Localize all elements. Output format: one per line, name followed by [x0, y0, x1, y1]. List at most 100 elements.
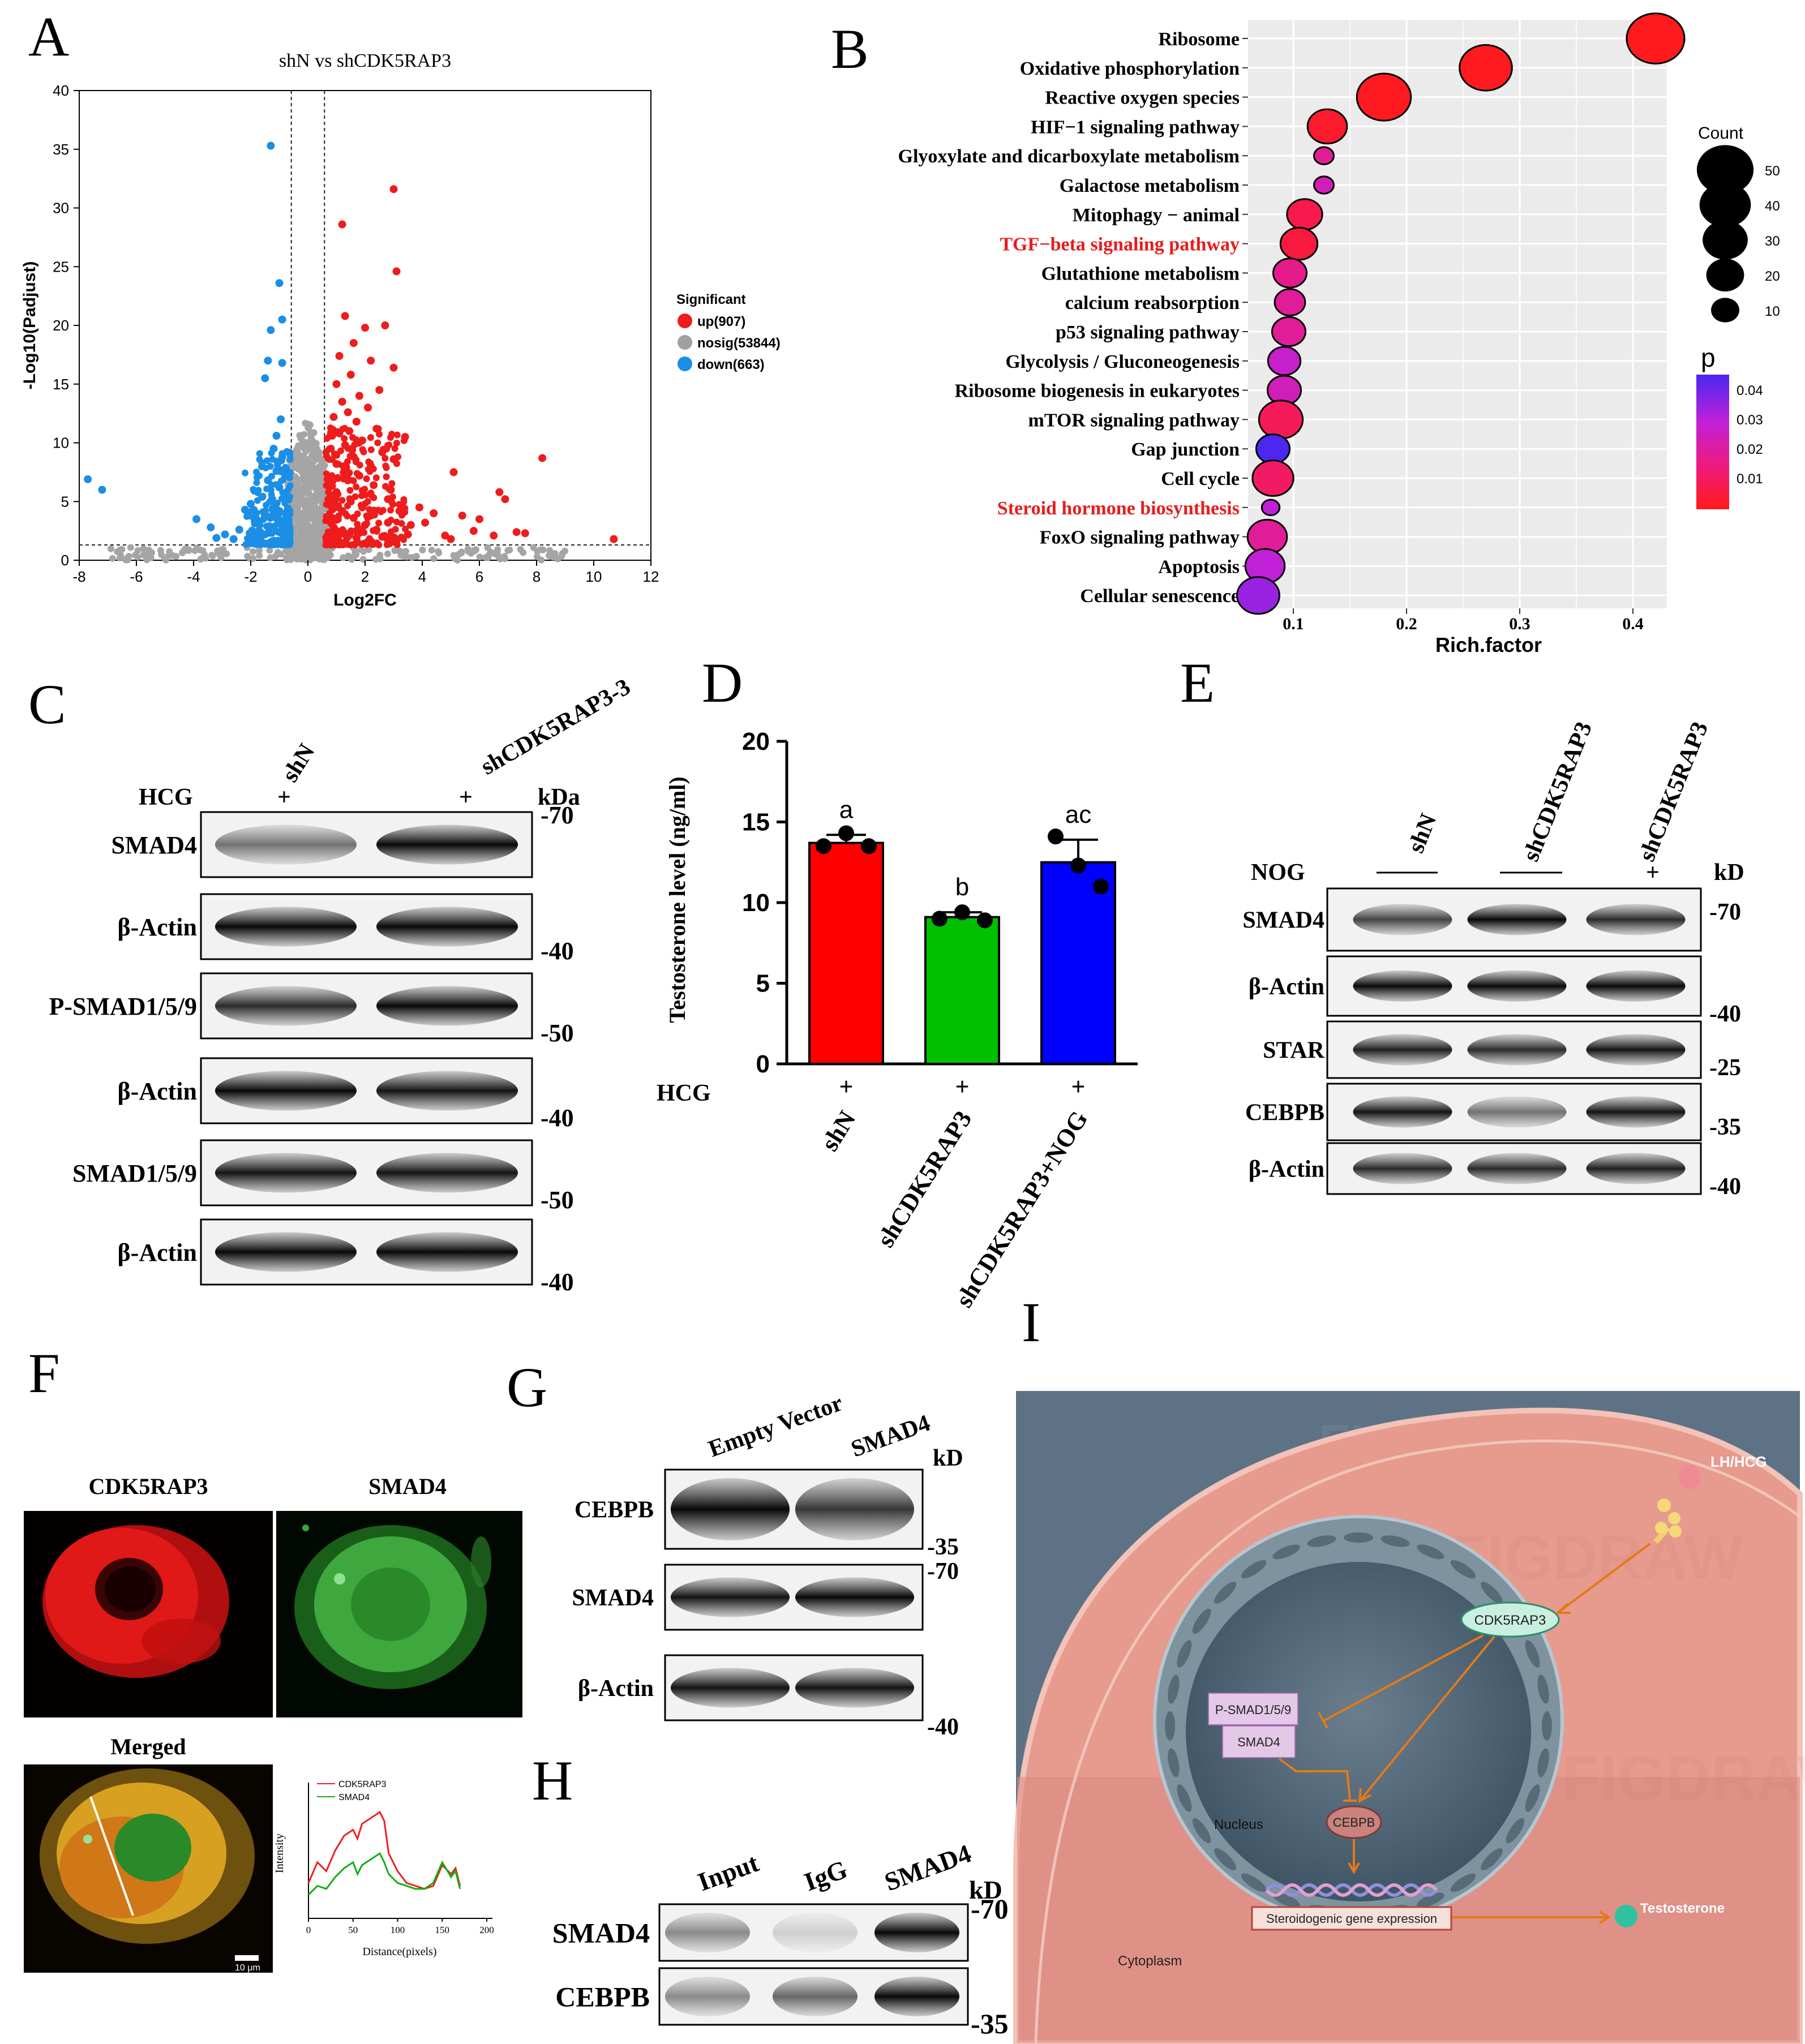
volcano-point-up — [512, 528, 521, 536]
volcano-point-nosig — [316, 497, 323, 504]
volcano-point-up — [375, 425, 382, 432]
volcano-point-up — [344, 445, 351, 452]
cytoplasm-label: Cytoplasm — [1118, 1953, 1182, 1969]
volcano-point-nosig — [306, 442, 314, 449]
volcano-point-nosig — [217, 550, 224, 557]
volcano-point-nosig — [318, 522, 325, 530]
bar-ytick-label: 10 — [742, 889, 770, 917]
blot-band — [215, 825, 357, 865]
kegg-pathway-label: Glyoxylate and dicarboxylate metabolism — [898, 146, 1240, 167]
nuclear-pore — [1481, 1582, 1503, 1604]
bar-3 — [1040, 861, 1116, 1065]
blot-band — [215, 1071, 357, 1111]
volcano-point-nosig — [304, 501, 311, 508]
volcano-point-up — [370, 465, 377, 473]
volcano-point-down — [242, 469, 249, 476]
kegg-bubble — [1279, 226, 1319, 261]
volcano-xtick-label: -8 — [72, 568, 85, 585]
volcano-point-down — [284, 520, 291, 527]
volcano-point-up — [323, 476, 331, 483]
volcano-point-up — [322, 534, 329, 541]
volcano-point-up — [382, 483, 389, 490]
profile-xtick-label: 50 — [348, 1925, 358, 1935]
blot-c-plus-1: + — [277, 784, 291, 810]
volcano-point-up — [363, 520, 371, 527]
bar-point — [1048, 828, 1064, 845]
blot-band — [773, 1913, 858, 1952]
volcano-point-down — [286, 527, 294, 535]
volcano-point-up — [334, 428, 341, 435]
volcano-point-up — [400, 536, 408, 543]
nuclear-pore — [1241, 1560, 1267, 1579]
blot-g-row-label: CEBPB — [574, 1497, 654, 1523]
blot-c-row-label: SMAD1/5/9 — [72, 1160, 197, 1187]
volcano-legend-label: up(907) — [697, 314, 745, 329]
volcano-ytick-label: 5 — [61, 493, 69, 510]
blot-e-row-marker: -70 — [1709, 899, 1741, 925]
blot-band — [1467, 1096, 1567, 1128]
bar-letter: a — [839, 796, 854, 823]
volcano-point-down — [286, 482, 294, 489]
kegg-xlabel: Rich.factor — [1435, 633, 1542, 656]
profile-ylabel: Intensity — [273, 1833, 286, 1873]
nuclear-pore — [1537, 1748, 1549, 1777]
volcano-point-up — [449, 468, 458, 476]
volcano-point-up — [430, 509, 438, 517]
nuclear-pore — [1307, 1535, 1336, 1547]
panel-letter-d: D — [702, 651, 743, 714]
if-label-merged: Merged — [110, 1734, 186, 1759]
blot-e-col-shcdk-nog: shCDK5RAP3 — [1634, 718, 1714, 865]
volcano-point-nosig — [358, 546, 365, 553]
volcano-point-nosig — [266, 547, 273, 554]
nuclear-pore — [1525, 1640, 1540, 1668]
volcano-point-up — [333, 517, 340, 524]
volcano-point-nosig — [250, 555, 257, 562]
volcano-point-nosig — [315, 555, 323, 562]
nuclear-pore — [1417, 1892, 1444, 1908]
volcano-point-down — [98, 486, 106, 494]
volcano-point-up — [363, 475, 370, 482]
kegg-color-legend-label: 0.01 — [1737, 471, 1763, 487]
volcano-point-up — [389, 363, 398, 372]
volcano-point-nosig — [396, 547, 404, 555]
volcano-point-up — [341, 435, 348, 443]
kegg-size-legend-dot — [1703, 220, 1748, 260]
volcano-point-down — [267, 326, 275, 334]
volcano-point-up — [345, 427, 353, 435]
blot-band — [376, 986, 518, 1026]
volcano-point-up — [353, 470, 361, 477]
kegg-bubble — [1251, 460, 1294, 497]
kegg-pathway-label: Glycolysis / Gluconeogenesis — [1005, 351, 1240, 372]
volcano-point-up — [334, 474, 342, 482]
volcano-point-up — [354, 529, 361, 536]
kegg-bubble — [1626, 12, 1686, 65]
panel-letter-g: G — [507, 1356, 547, 1419]
if-scale-bar — [235, 1955, 259, 1961]
volcano-title: shN vs shCDK5RAP3 — [279, 50, 451, 71]
blot-band — [1467, 1034, 1567, 1066]
volcano-ytick-label: 0 — [61, 552, 69, 569]
bar-ytick-label: 5 — [756, 970, 770, 998]
blot-e-col-shcdk: shCDK5RAP3 — [1518, 718, 1598, 865]
blot-band — [1586, 1153, 1686, 1184]
volcano-point-down — [272, 432, 281, 440]
volcano-point-nosig — [107, 545, 114, 552]
kegg-pathway-label: Oxidative phosphorylation — [1020, 58, 1240, 79]
volcano-point-nosig — [305, 489, 312, 496]
blot-band — [795, 1577, 914, 1617]
volcano-point-up — [475, 515, 483, 523]
bar-ytick-label: 20 — [742, 728, 770, 755]
volcano-point-up — [441, 531, 449, 540]
volcano-point-up — [335, 533, 342, 540]
bar-category-label: shCDK5RAP3 — [872, 1106, 977, 1252]
volcano-point-nosig — [314, 488, 321, 495]
blot-e-row-marker: -35 — [1709, 1114, 1741, 1140]
volcano-legend: up(907) nosig(53844) down(663) — [678, 314, 781, 372]
cdk5rap3-node-label: CDK5RAP3 — [1474, 1613, 1546, 1628]
panel-letter-a: A — [28, 5, 69, 68]
volcano-point-down — [254, 497, 261, 504]
blot-c-row-marker: -50 — [541, 1186, 574, 1214]
volcano-point-up — [391, 445, 398, 452]
volcano-point-up — [469, 527, 478, 535]
